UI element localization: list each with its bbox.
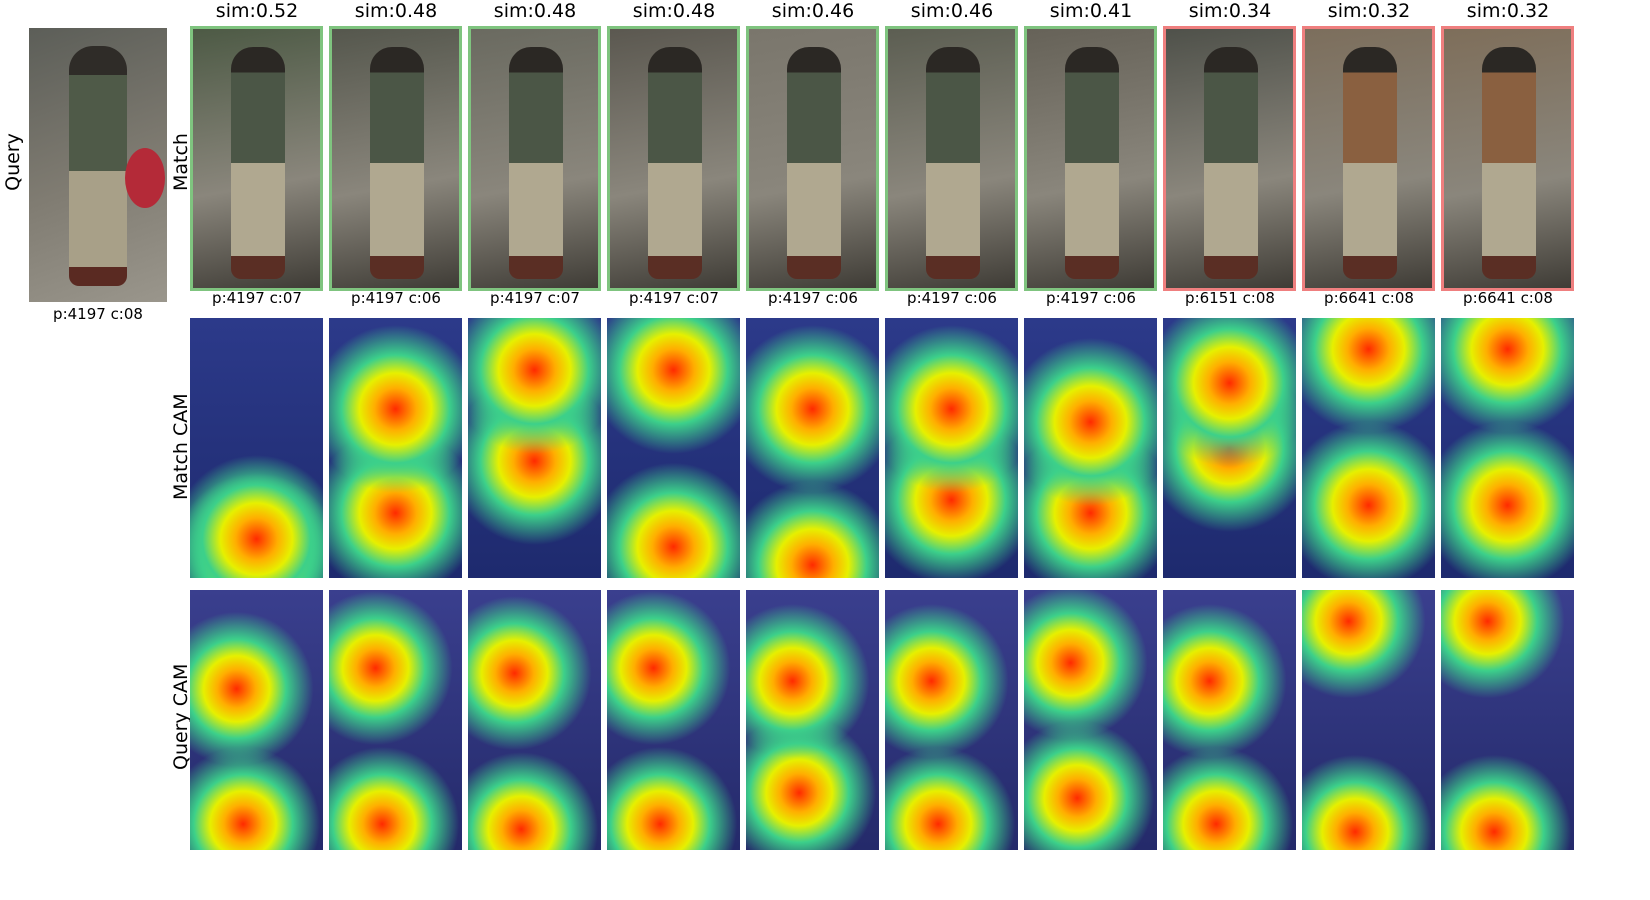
match-person-4 bbox=[648, 47, 702, 279]
match-cam-8 bbox=[1163, 318, 1296, 578]
match-image-6 bbox=[885, 26, 1018, 291]
match-similarity-3: sim:0.48 bbox=[493, 0, 577, 22]
match-person-5 bbox=[787, 47, 841, 279]
query-cam-3 bbox=[468, 590, 601, 850]
match-person-1 bbox=[231, 47, 285, 279]
match-image-2 bbox=[329, 26, 462, 291]
match-cam-5 bbox=[746, 318, 879, 578]
query-cam-5 bbox=[746, 590, 879, 850]
query-cam-4 bbox=[607, 590, 740, 850]
match-similarity-4: sim:0.48 bbox=[632, 0, 716, 22]
match-cam-7 bbox=[1024, 318, 1157, 578]
match-similarity-7: sim:0.41 bbox=[1049, 0, 1133, 22]
match-image-3 bbox=[468, 26, 601, 291]
match-similarity-9: sim:0.32 bbox=[1327, 0, 1411, 22]
match-image-4 bbox=[607, 26, 740, 291]
query-cam-1 bbox=[190, 590, 323, 850]
match-image-8 bbox=[1163, 26, 1296, 291]
match-caption-10: p:6641 c:08 bbox=[1463, 289, 1553, 307]
match-person-3 bbox=[509, 47, 563, 279]
match-cam-9 bbox=[1302, 318, 1435, 578]
query-red-bag bbox=[125, 148, 165, 208]
match-person-7 bbox=[1065, 47, 1119, 279]
match-cam-1 bbox=[190, 318, 323, 578]
query-cam-2 bbox=[329, 590, 462, 850]
match-similarity-1: sim:0.52 bbox=[215, 0, 299, 22]
query-caption: p:4197 c:08 bbox=[53, 305, 143, 323]
match-caption-6: p:4197 c:06 bbox=[907, 289, 997, 307]
match-image-9 bbox=[1302, 26, 1435, 291]
query-cam-10 bbox=[1441, 590, 1574, 850]
match-person-10 bbox=[1482, 47, 1536, 279]
match-caption-8: p:6151 c:08 bbox=[1185, 289, 1275, 307]
match-similarity-8: sim:0.34 bbox=[1188, 0, 1272, 22]
match-cam-6 bbox=[885, 318, 1018, 578]
match-caption-5: p:4197 c:06 bbox=[768, 289, 858, 307]
match-caption-1: p:4197 c:07 bbox=[212, 289, 302, 307]
match-caption-4: p:4197 c:07 bbox=[629, 289, 719, 307]
query-cam-6 bbox=[885, 590, 1018, 850]
match-image-1 bbox=[190, 26, 323, 291]
match-person-8 bbox=[1204, 47, 1258, 279]
match-cam-4 bbox=[607, 318, 740, 578]
match-image-7 bbox=[1024, 26, 1157, 291]
match-caption-9: p:6641 c:08 bbox=[1324, 289, 1414, 307]
query-cam-9 bbox=[1302, 590, 1435, 850]
match-caption-3: p:4197 c:07 bbox=[490, 289, 580, 307]
match-similarity-5: sim:0.46 bbox=[771, 0, 855, 22]
match-similarity-6: sim:0.46 bbox=[910, 0, 994, 22]
match-person-2 bbox=[370, 47, 424, 279]
match-image-5 bbox=[746, 26, 879, 291]
match-cam-2 bbox=[329, 318, 462, 578]
match-similarity-10: sim:0.32 bbox=[1466, 0, 1550, 22]
match-person-6 bbox=[926, 47, 980, 279]
match-image-10 bbox=[1441, 26, 1574, 291]
query-person bbox=[69, 46, 127, 286]
match-cam-3 bbox=[468, 318, 601, 578]
query-image bbox=[29, 28, 167, 302]
query-cam-8 bbox=[1163, 590, 1296, 850]
match-caption-7: p:4197 c:06 bbox=[1046, 289, 1136, 307]
match-person-9 bbox=[1343, 47, 1397, 279]
query-label: Query bbox=[2, 133, 24, 191]
match-caption-2: p:4197 c:06 bbox=[351, 289, 441, 307]
query-cam-7 bbox=[1024, 590, 1157, 850]
match-similarity-2: sim:0.48 bbox=[354, 0, 438, 22]
match-cam-10 bbox=[1441, 318, 1574, 578]
